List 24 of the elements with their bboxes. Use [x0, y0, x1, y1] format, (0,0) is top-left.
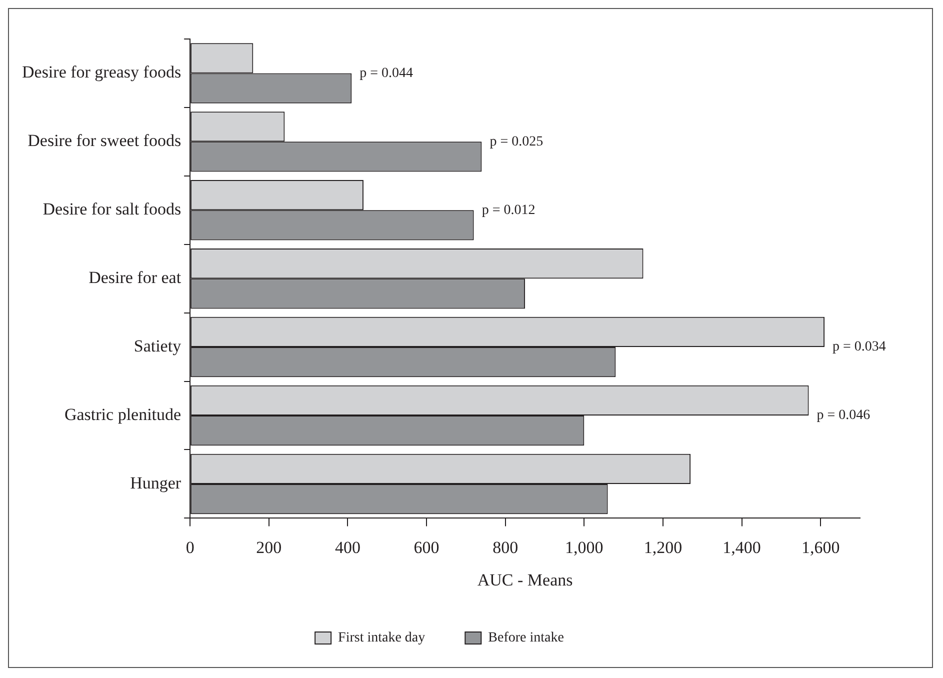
annotation: p = 0.025: [490, 134, 544, 150]
annotation: p = 0.044: [360, 66, 414, 81]
y-tick-label: Satiety: [134, 336, 182, 356]
x-axis-title: AUC - Means: [477, 570, 573, 590]
y-tick-label: Hunger: [130, 473, 182, 492]
legend-label: First intake day: [338, 630, 426, 646]
x-tick-label: 1,200: [644, 538, 682, 557]
x-tick-label: 200: [256, 538, 282, 557]
x-tick-label: 1,600: [801, 538, 840, 557]
y-tick-label: Gastric plenitude: [64, 404, 182, 424]
x-tick-label: 1,400: [722, 538, 761, 557]
x-tick-label: 400: [334, 538, 360, 557]
annotation: p = 0.046: [816, 408, 870, 424]
y-tick-label: Desire for greasy foods: [22, 62, 182, 82]
annotation: p = 0.034: [832, 340, 886, 355]
x-tick-label: 800: [492, 538, 518, 557]
x-tick-label: 600: [414, 538, 440, 557]
annotation: p = 0.012: [482, 202, 536, 218]
y-tick-label: Desire for sweet foods: [28, 131, 182, 150]
x-tick-label: 1,000: [565, 538, 604, 557]
x-tick-label: 0: [186, 538, 194, 557]
y-tick-label: Desire for eat: [88, 268, 182, 288]
y-tick-label: Desire for salt foods: [42, 200, 182, 219]
legend-label: Before intake: [488, 630, 564, 646]
